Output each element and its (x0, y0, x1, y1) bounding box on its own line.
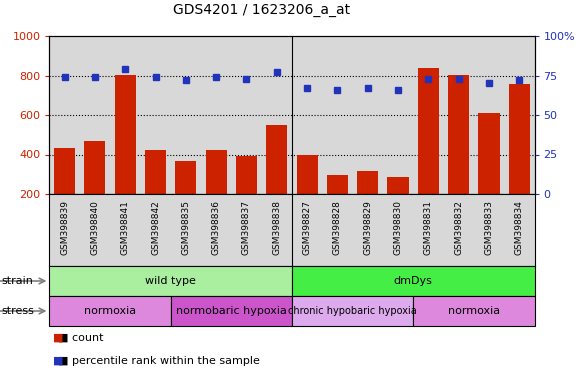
Text: GSM398839: GSM398839 (60, 200, 69, 255)
Text: normoxia: normoxia (448, 306, 500, 316)
Text: GSM398838: GSM398838 (272, 200, 281, 255)
Text: strain: strain (1, 276, 33, 286)
Text: GSM398830: GSM398830 (393, 200, 403, 255)
Text: GSM398835: GSM398835 (181, 200, 191, 255)
Text: GSM398840: GSM398840 (91, 200, 99, 255)
Bar (292, 296, 413, 326)
Bar (175, 161, 196, 194)
Bar (448, 74, 469, 194)
Bar (509, 84, 530, 194)
Bar (292, 266, 535, 296)
Text: GSM398832: GSM398832 (454, 200, 463, 255)
Text: stress: stress (1, 306, 34, 316)
Bar (145, 149, 166, 194)
Text: ■ count: ■ count (58, 333, 103, 343)
Bar (413, 296, 535, 326)
Text: normoxia: normoxia (84, 306, 136, 316)
Bar (478, 113, 500, 194)
Bar (84, 141, 106, 194)
Bar (114, 74, 136, 194)
Bar (171, 296, 292, 326)
Text: GSM398829: GSM398829 (363, 200, 372, 255)
Text: chronic hypobaric hypoxia: chronic hypobaric hypoxia (288, 306, 417, 316)
Text: normobaric hypoxia: normobaric hypoxia (176, 306, 287, 316)
Bar (266, 125, 288, 194)
Bar (296, 154, 318, 194)
Text: GSM398836: GSM398836 (211, 200, 221, 255)
Bar (49, 296, 171, 326)
Bar (206, 149, 227, 194)
Text: GSM398841: GSM398841 (121, 200, 130, 255)
Bar (236, 156, 257, 194)
Text: GSM398831: GSM398831 (424, 200, 433, 255)
Bar (418, 68, 439, 194)
Bar (54, 147, 75, 194)
Bar (388, 177, 408, 194)
Text: GSM398828: GSM398828 (333, 200, 342, 255)
Text: GDS4201 / 1623206_a_at: GDS4201 / 1623206_a_at (173, 3, 350, 17)
Text: GSM398842: GSM398842 (151, 200, 160, 255)
Bar (327, 175, 348, 194)
Bar (49, 266, 292, 296)
Text: GSM398827: GSM398827 (303, 200, 311, 255)
Text: GSM398837: GSM398837 (242, 200, 251, 255)
Text: dmDys: dmDys (394, 276, 433, 286)
Text: GSM398834: GSM398834 (515, 200, 524, 255)
Text: ■ percentile rank within the sample: ■ percentile rank within the sample (58, 356, 260, 366)
Bar (357, 171, 378, 194)
Text: ■: ■ (53, 333, 64, 343)
Text: wild type: wild type (145, 276, 196, 286)
Text: GSM398833: GSM398833 (485, 200, 493, 255)
Text: ■: ■ (53, 356, 64, 366)
